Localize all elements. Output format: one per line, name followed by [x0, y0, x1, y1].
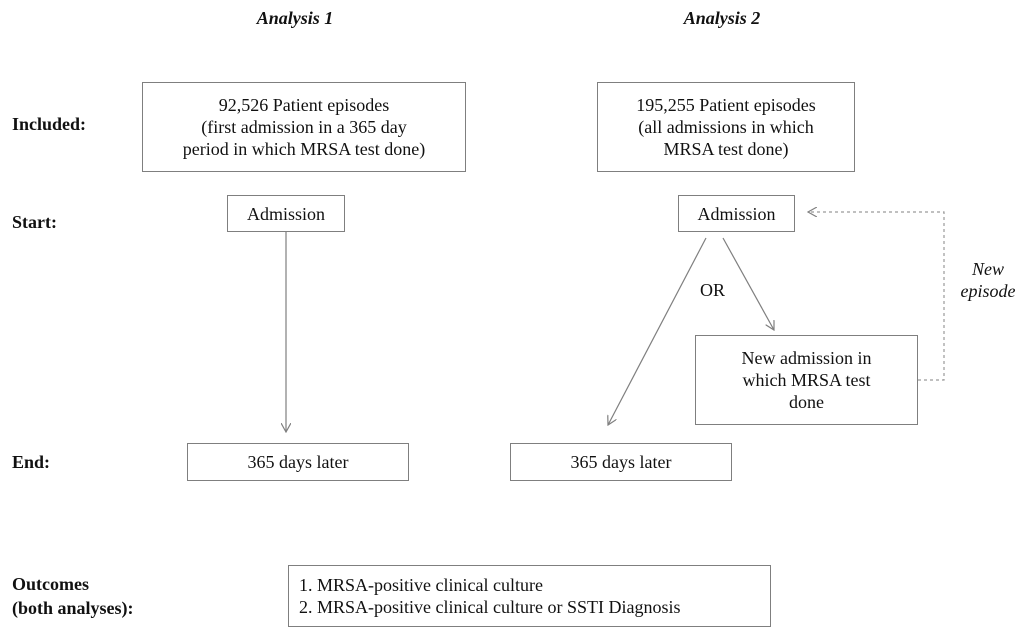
analysis-1-included-line: period in which MRSA test done) — [182, 139, 426, 159]
outcomes-label: Outcomes (both analyses): — [12, 572, 134, 620]
outcome-item: 1. MRSA-positive clinical culture — [299, 575, 543, 595]
analysis-2-heading: Analysis 2 — [683, 8, 761, 28]
analysis-2-end-text: 365 days later — [570, 452, 672, 472]
new-admission-line: New admission in — [741, 348, 872, 368]
analysis-2-admission-text: Admission — [697, 203, 776, 224]
end-label: End: — [12, 452, 51, 472]
analysis-2-included-line: (all admissions in which — [638, 117, 814, 137]
outcomes-label-line2: (both analyses): — [12, 598, 134, 618]
start-label: Start: — [12, 212, 57, 232]
analysis-1-included-line: 92,526 Patient episodes — [218, 95, 390, 115]
new-episode-label: New episode — [950, 258, 1024, 302]
analysis-2-end-box: 365 days later — [510, 443, 732, 481]
analysis-2-admission-box: Admission — [678, 195, 795, 232]
analysis-2-included-line: MRSA test done) — [663, 139, 789, 159]
analysis-1-included-box: 92,526 Patient episodes (first admission… — [142, 82, 466, 172]
new-episode-line: episode — [960, 281, 1016, 301]
included-label: Included: — [12, 114, 87, 134]
or-label: OR — [700, 280, 726, 300]
analysis-1-end-box: 365 days later — [187, 443, 409, 481]
analysis-1-admission-text: Admission — [246, 203, 325, 224]
analysis-2-included-line: 195,255 Patient episodes — [636, 95, 816, 115]
outcomes-box: 1. MRSA-positive clinical culture 2. MRS… — [288, 565, 771, 627]
outcomes-label-line1: Outcomes — [12, 574, 89, 594]
analysis-1-included-line: (first admission in a 365 day — [201, 117, 407, 137]
new-admission-line: done — [789, 392, 824, 412]
analysis-1-heading: Analysis 1 — [256, 8, 334, 28]
new-admission-line: which MRSA test — [742, 370, 871, 390]
new-episode-line: New — [971, 259, 1004, 279]
arrow-a2-admission-to-new-admission — [722, 237, 774, 330]
analysis-2-included-box: 195,255 Patient episodes (all admissions… — [597, 82, 855, 172]
new-admission-box: New admission in which MRSA test done — [695, 335, 918, 425]
analysis-1-admission-box: Admission — [227, 195, 345, 232]
arrow-a2-admission-to-end — [608, 237, 707, 425]
analysis-1-end-text: 365 days later — [247, 452, 349, 472]
outcome-item: 2. MRSA-positive clinical culture or SST… — [299, 597, 681, 617]
